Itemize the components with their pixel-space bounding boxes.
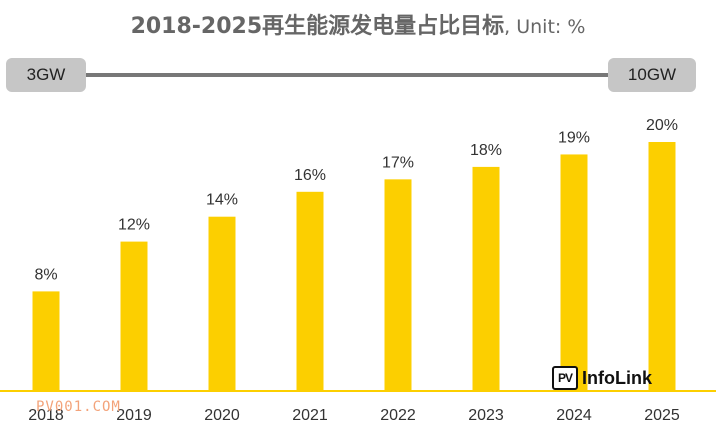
data-label-2021: 16% [294, 167, 326, 184]
data-label-2020: 14% [206, 192, 238, 209]
data-label-2019: 12% [118, 217, 150, 234]
data-label-2023: 18% [470, 142, 502, 159]
chart-title: 2018-2025再生能源发电量占比目标, Unit: % [0, 8, 716, 40]
capacity-timeline-line [86, 73, 608, 77]
infolink-logo: PV InfoLink [552, 364, 676, 392]
x-tick-2025: 2025 [644, 407, 680, 424]
watermark: PV001.COM [36, 399, 121, 415]
x-tick-2021: 2021 [292, 407, 328, 424]
logo-name: InfoLink [582, 367, 652, 388]
x-tick-2024: 2024 [556, 407, 592, 424]
bar-2023 [472, 166, 500, 391]
capacity-end-label: 10GW [608, 58, 696, 92]
data-label-2018: 8% [34, 266, 57, 283]
bar-2025 [648, 142, 676, 391]
bar-2020 [208, 216, 236, 391]
x-tick-2020: 2020 [204, 407, 240, 424]
chart-title-main: 2018-2025再生能源发电量占比目标 [130, 14, 505, 39]
bar-2018 [32, 291, 60, 391]
x-tick-2019: 2019 [116, 407, 152, 424]
chart-title-unit: , Unit: % [504, 16, 586, 38]
capacity-start-label: 3GW [6, 58, 86, 92]
data-label-2025: 20% [646, 117, 678, 134]
bar-2021 [296, 191, 324, 391]
bar-2022 [384, 179, 412, 391]
x-tick-2022: 2022 [380, 407, 416, 424]
bar-2019 [120, 241, 148, 391]
bar-2024 [560, 154, 588, 391]
pv-logo-icon: PV [552, 366, 578, 390]
x-tick-2018: 2018 [28, 407, 64, 424]
x-tick-2023: 2023 [468, 407, 504, 424]
data-label-2024: 19% [558, 129, 590, 146]
data-label-2022: 17% [382, 154, 414, 171]
